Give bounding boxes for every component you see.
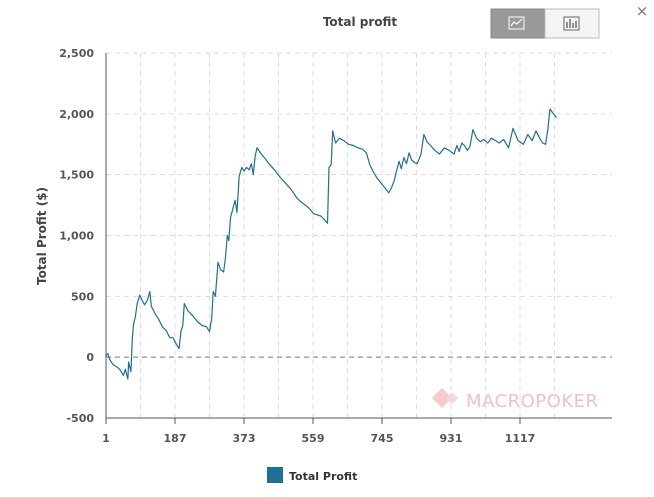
chart-title: Total profit [323,15,398,29]
y-tick-label: 2,500 [59,47,94,60]
y-tick-label: -500 [66,412,94,425]
close-icon[interactable]: × [636,2,649,20]
line-chart-icon [508,16,525,30]
legend[interactable]: Total Profit [267,467,357,483]
x-tick-label: 931 [440,432,463,445]
x-tick-label: 373 [233,432,256,445]
y-tick-label: 1,500 [59,169,94,182]
x-tick-label: 559 [302,432,325,445]
legend-label: Total Profit [289,470,357,483]
tick-labels: -500 0 500 1,000 1,500 2,000 2,500 1 187 373 559 74… [59,47,535,445]
y-tick-label: 500 [71,290,94,303]
watermark-text: MACROPOKER [466,391,598,412]
x-tick-label: 1 [102,432,110,445]
legend-swatch [267,467,283,483]
watermark: MACROPOKER [432,388,598,412]
x-tick-label: 187 [164,432,187,445]
macropoker-logo-icon [432,388,458,408]
y-tick-label: 1,000 [59,230,94,243]
axes [105,53,612,424]
grid [105,52,612,419]
y-axis-label: Total Profit ($) [35,187,49,285]
line-view-button[interactable] [490,8,546,39]
bar-view-button[interactable] [544,8,600,39]
view-toggle [490,8,600,39]
x-tick-label: 745 [371,432,394,445]
y-tick-label: 0 [86,351,94,364]
bar-chart-icon [563,16,580,31]
series-line [105,108,557,380]
y-tick-label: 2,000 [59,108,94,121]
series-layer [105,108,557,380]
x-tick-label: 1117 [505,432,536,445]
